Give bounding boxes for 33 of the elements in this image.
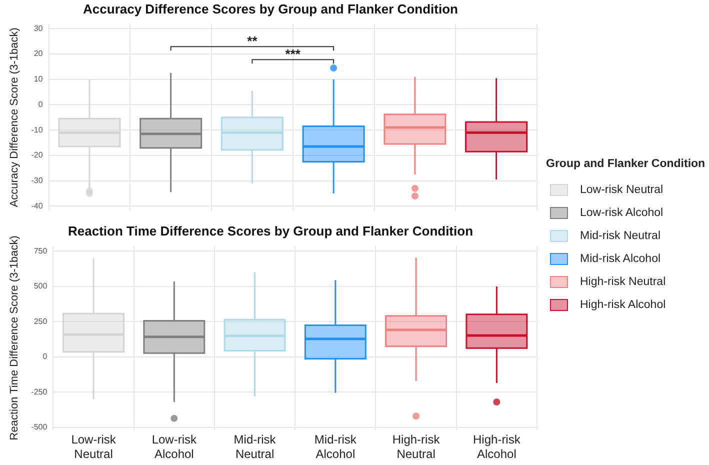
legend-title: Group and Flanker Condition [546,158,706,170]
x-tick-label: Mid-risk Alcohol [314,432,358,462]
legend-label: High-risk Neutral [580,276,666,288]
y-tick-label: -10 [31,125,44,134]
y-tick-label: 750 [34,246,48,256]
y-tick-label: -250 [31,387,48,396]
x-tick-label: High-risk Neutral [392,432,441,462]
annotation: *** [285,46,302,62]
y-tick-label: 10 [34,74,44,84]
x-tick-label: Low-risk Neutral [71,432,117,462]
annotation: ** [247,34,258,49]
y-tick-label: 250 [34,316,48,326]
y-axis-title: Reaction Time Difference Score (3-1back) [8,236,21,440]
y-tick-label: 30 [34,24,44,33]
y-tick-label: -500 [31,422,48,432]
legend-label: Low-risk Neutral [580,184,664,196]
y-tick-label: -30 [31,176,44,185]
y-tick-label: 0 [42,352,48,362]
legend-label: Mid-risk Neutral [580,230,661,242]
chart-title: Reaction Time Difference Scores by Group and Flanker Condition [68,223,474,238]
y-tick-label: 20 [34,49,44,58]
x-tick-label: Low-risk Alcohol [152,432,198,462]
y-axis-title: Accuracy Difference Score (3-1back) [8,28,21,208]
y-tick-label: 500 [34,282,48,291]
y-tick-label: 0 [38,100,44,109]
chart-title: Accuracy Difference Scores by Group and Flanker Condition [83,1,458,16]
x-tick-label: Mid-risk Neutral [234,432,277,462]
y-tick-label: -40 [31,201,44,210]
x-tick-label: High-risk Alcohol [473,432,522,462]
legend-label: High-risk Alcohol [580,298,666,310]
legend-label: Low-risk Alcohol [580,206,664,218]
legend-label: Mid-risk Alcohol [580,252,661,264]
y-tick-label: -20 [31,150,44,160]
